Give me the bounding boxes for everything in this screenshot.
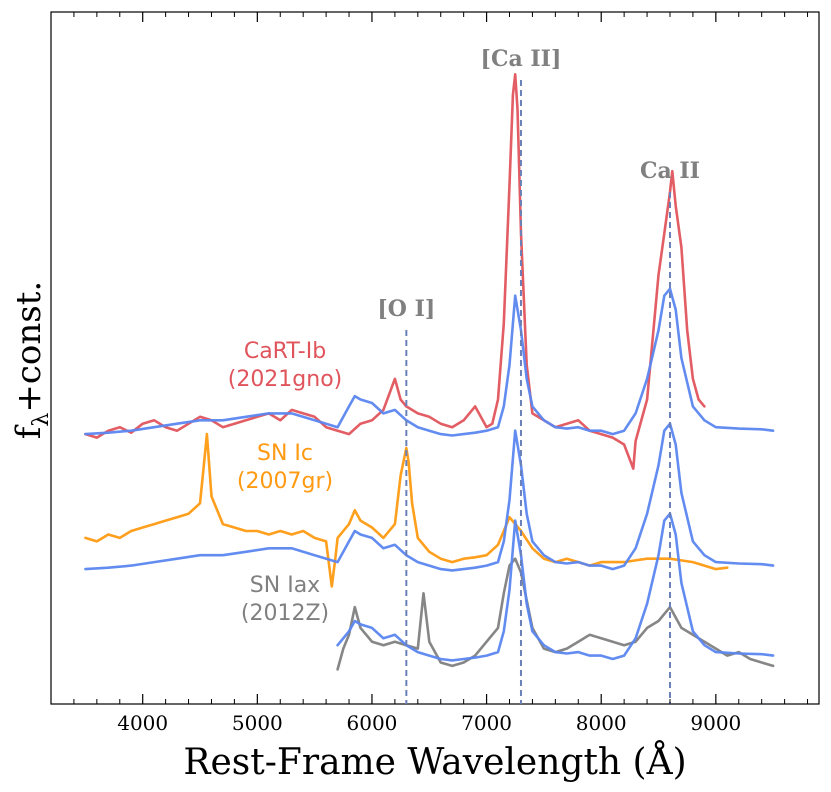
x-tick-label-2: 6000 bbox=[347, 711, 398, 735]
series-line-model-vs-sn-2007gr bbox=[84, 422, 775, 572]
y-axis-title-subscript: λ bbox=[29, 413, 54, 427]
label-iax-line2: (2012Z) bbox=[241, 601, 329, 626]
x-tick-label-4: 8000 bbox=[576, 711, 627, 735]
label-iax-line1: SN Iax bbox=[250, 573, 320, 598]
line-marker-label-2: Ca II bbox=[640, 158, 700, 184]
line-marker-label-1: [Ca II] bbox=[481, 46, 562, 72]
y-axis-title: fλ+const. bbox=[9, 281, 54, 439]
series-line-model-vs-sn-2021gno bbox=[84, 287, 775, 437]
label-cart-line1: CaRT-Ib bbox=[244, 339, 326, 364]
x-tick-label-5: 9000 bbox=[690, 711, 741, 735]
x-tick-label-0: 4000 bbox=[117, 711, 168, 735]
y-axis-title-f: f bbox=[9, 424, 49, 439]
label-cart-line2: (2021gno) bbox=[228, 367, 343, 392]
svg-text:fλ+const.: fλ+const. bbox=[9, 281, 54, 439]
line-marker-label-0: [O I] bbox=[377, 296, 435, 322]
x-tick-label-3: 7000 bbox=[461, 711, 512, 735]
sn-labels: CaRT-Ib (2021gno) SN Ic (2007gr) SN Iax … bbox=[228, 339, 343, 626]
series-line-model-vs-sn-2012z bbox=[336, 512, 775, 662]
series-line-sn-2021gno-cart-ib bbox=[84, 73, 706, 470]
label-ic-line2: (2007gr) bbox=[237, 469, 333, 494]
tick-layer: 4000 5000 6000 7000 8000 9000 bbox=[73, 12, 809, 735]
x-tick-label-1: 5000 bbox=[232, 711, 283, 735]
y-axis-title-suffix: +const. bbox=[9, 281, 49, 413]
guide-layer: [O I] [Ca II] Ca II bbox=[377, 46, 700, 704]
x-axis-title: Rest-Frame Wavelength (Å) bbox=[183, 741, 686, 783]
label-ic-line1: SN Ic bbox=[257, 441, 313, 466]
plot-frame bbox=[50, 11, 820, 705]
series-line-sn-2007gr-sn-ic bbox=[84, 432, 729, 588]
